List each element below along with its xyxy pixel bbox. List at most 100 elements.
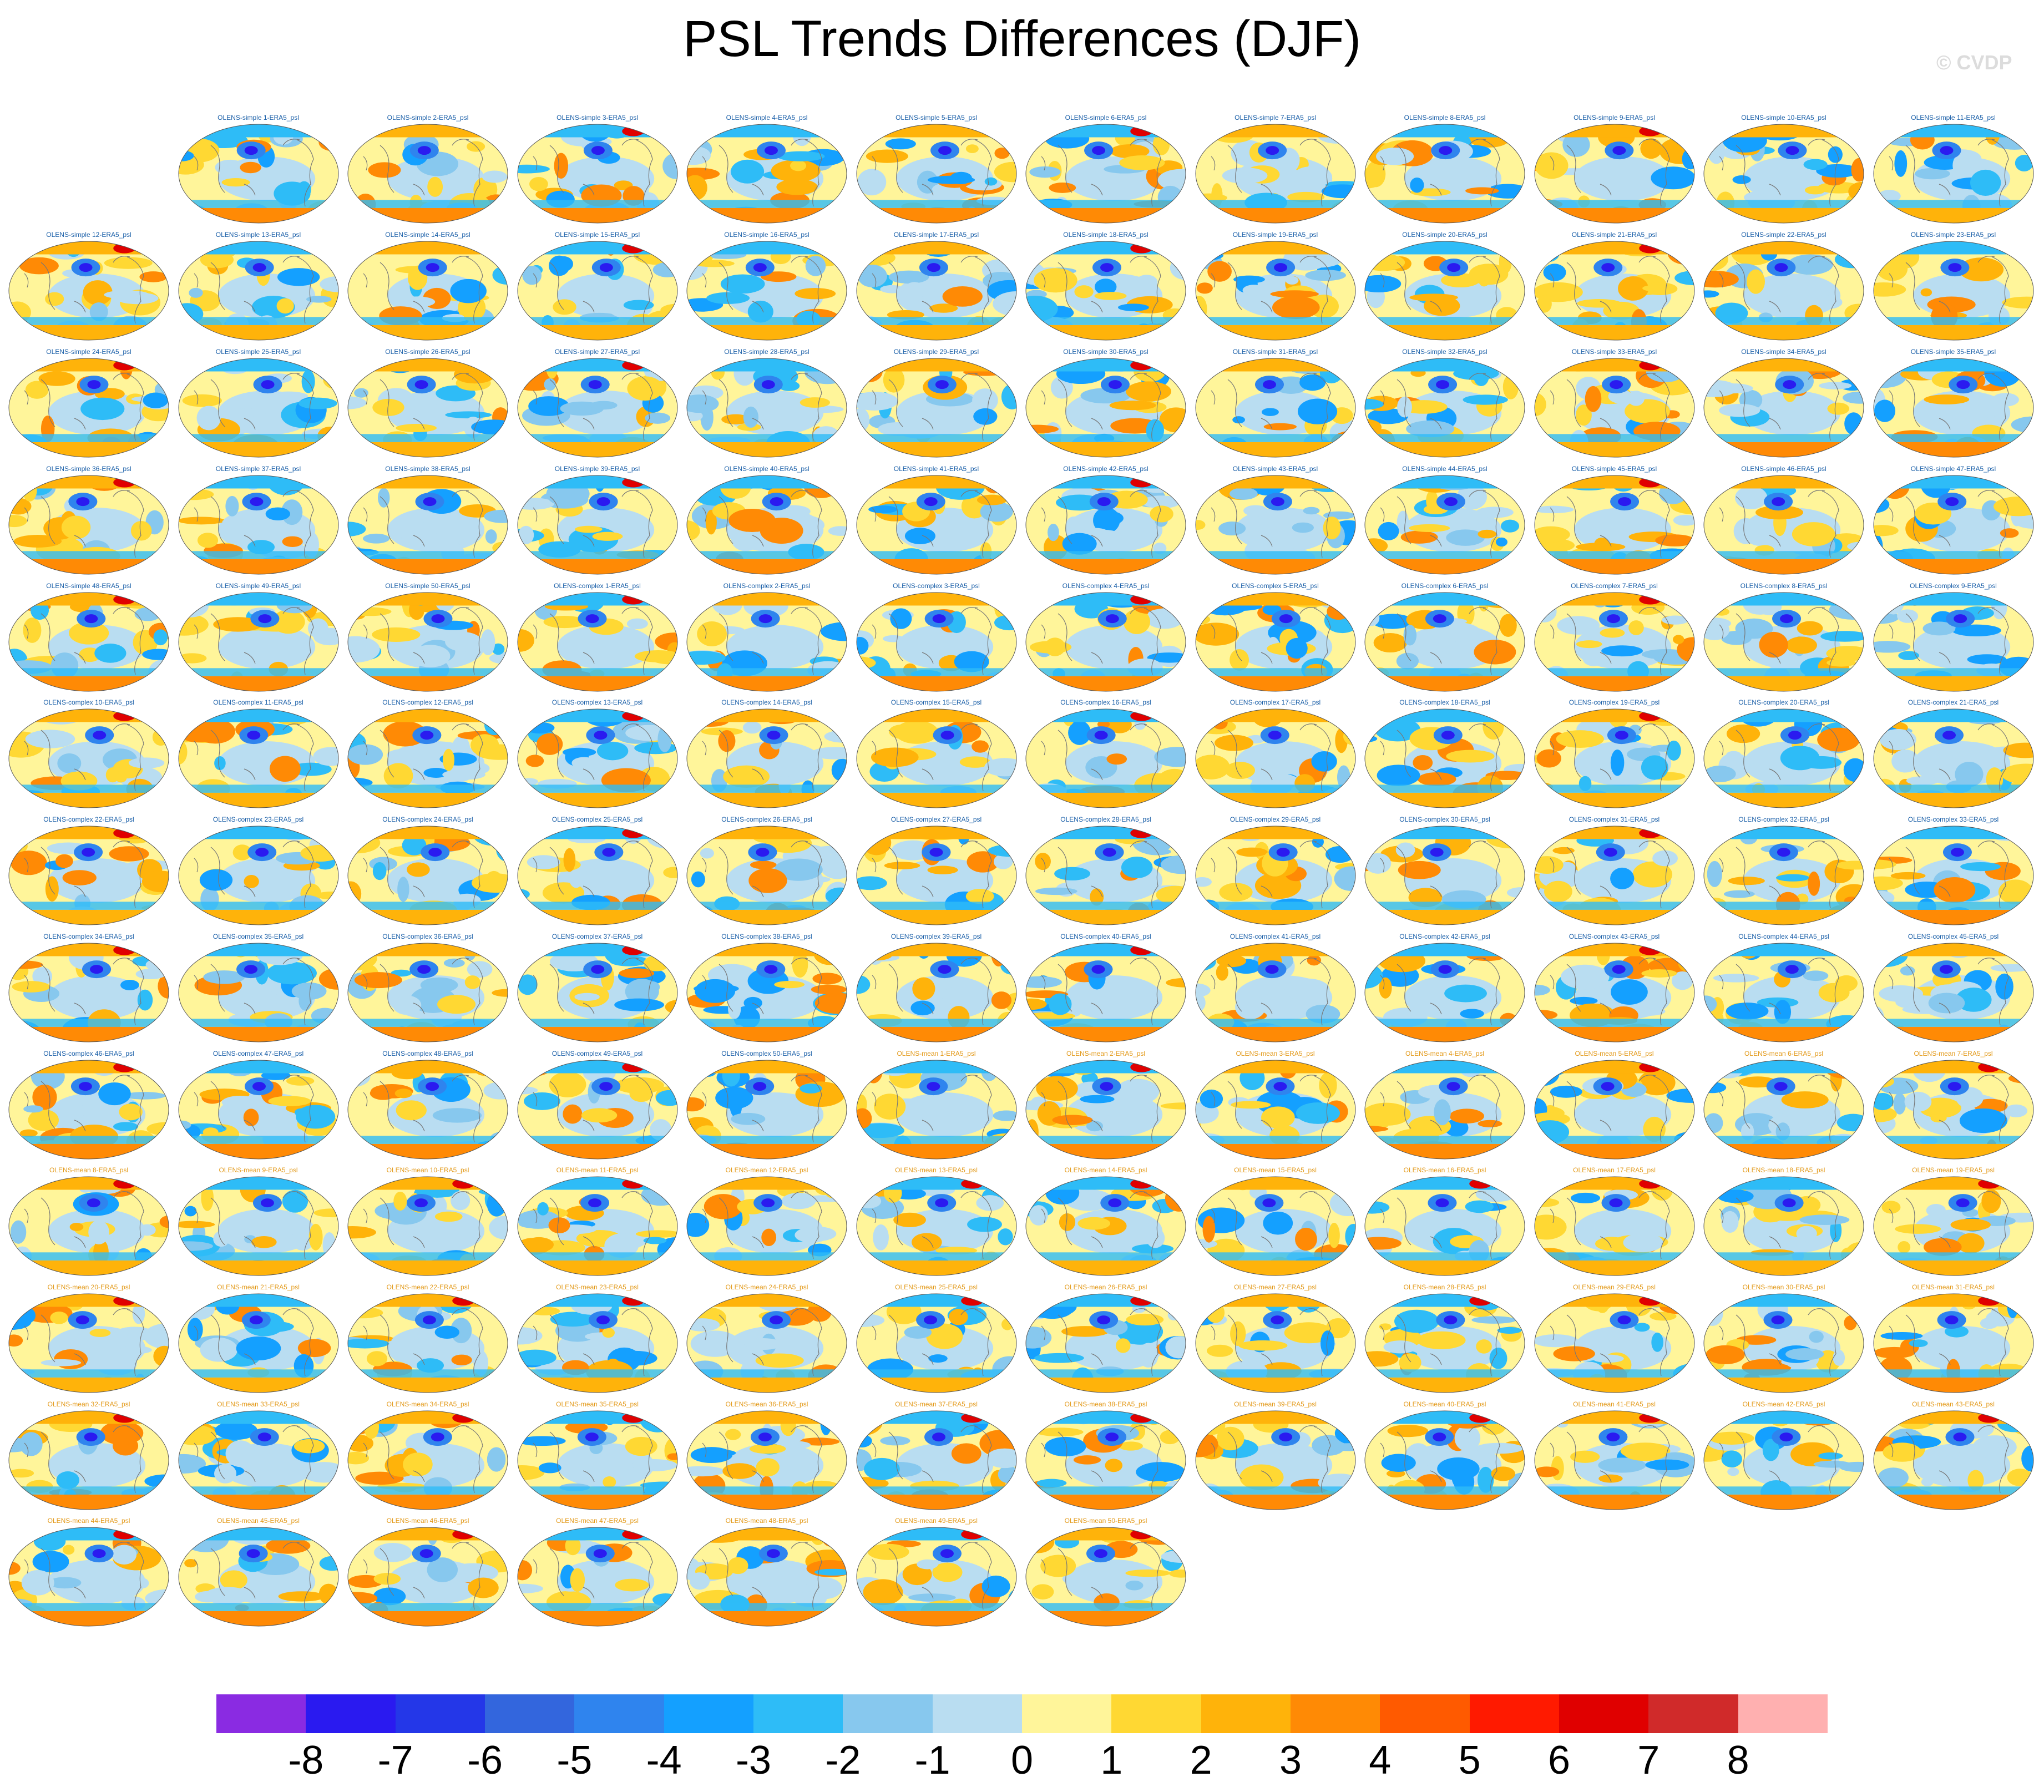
- globe-map: [1703, 124, 1864, 224]
- map-panel: OLENS-mean 16-ERA5_psl: [1362, 1166, 1528, 1280]
- globe-map: [686, 358, 847, 458]
- map-panel: OLENS-simple 33-ERA5_psl: [1531, 348, 1698, 462]
- map-panel: OLENS-complex 44-ERA5_psl: [1701, 933, 1867, 1046]
- globe-map: [8, 475, 169, 575]
- globe-map: [8, 826, 169, 925]
- colorbar-tick-label: 4: [1369, 1738, 1392, 1783]
- map-panel: OLENS-simple 19-ERA5_psl: [1192, 231, 1359, 345]
- map-panel: OLENS-complex 3-ERA5_psl: [853, 582, 1020, 696]
- panel-label: OLENS-mean 18-ERA5_psl: [1742, 1166, 1825, 1174]
- panel-label: OLENS-complex 48-ERA5_psl: [382, 1050, 473, 1057]
- globe-map: [1364, 1176, 1525, 1276]
- panel-label: OLENS-simple 2-ERA5_psl: [387, 114, 469, 122]
- globe-map: [517, 1060, 677, 1160]
- map-panel: OLENS-simple 16-ERA5_psl: [684, 231, 850, 345]
- panel-label: OLENS-simple 41-ERA5_psl: [893, 465, 979, 473]
- colorbar-segment: [1111, 1694, 1202, 1733]
- map-panel: OLENS-complex 50-ERA5_psl: [684, 1050, 850, 1163]
- panel-label: OLENS-simple 19-ERA5_psl: [1232, 231, 1318, 239]
- globe-map: [347, 826, 508, 925]
- map-panel: OLENS-simple 41-ERA5_psl: [853, 465, 1020, 579]
- globe-map: [8, 358, 169, 458]
- map-panel: OLENS-mean 23-ERA5_psl: [514, 1283, 681, 1397]
- map-panel: OLENS-simple 50-ERA5_psl: [345, 582, 511, 696]
- panel-label: OLENS-complex 3-ERA5_psl: [893, 582, 980, 590]
- colorbar-tick-label: -6: [467, 1738, 503, 1783]
- map-panel: OLENS-mean 4-ERA5_psl: [1362, 1050, 1528, 1163]
- colorbar-tick-label: 2: [1190, 1738, 1212, 1783]
- map-panel: OLENS-mean 36-ERA5_psl: [684, 1400, 850, 1514]
- panel-label: OLENS-complex 49-ERA5_psl: [552, 1050, 643, 1057]
- panel-label: OLENS-mean 19-ERA5_psl: [1912, 1166, 1995, 1174]
- panel-label: OLENS-simple 28-ERA5_psl: [724, 348, 809, 356]
- colorbar-segment: [664, 1694, 754, 1733]
- globe-map: [1195, 241, 1355, 341]
- globe-map: [178, 592, 338, 692]
- map-panel: OLENS-simple 25-ERA5_psl: [175, 348, 342, 462]
- panel-label: OLENS-mean 27-ERA5_psl: [1234, 1283, 1317, 1291]
- globe-map: [1195, 943, 1355, 1042]
- map-panel: OLENS-mean 46-ERA5_psl: [345, 1517, 511, 1631]
- map-panel: OLENS-simple 32-ERA5_psl: [1362, 348, 1528, 462]
- panel-label: OLENS-simple 4-ERA5_psl: [726, 114, 808, 122]
- globe-map: [1025, 1527, 1186, 1627]
- map-panel: OLENS-mean 3-ERA5_psl: [1192, 1050, 1359, 1163]
- panel-label: OLENS-mean 25-ERA5_psl: [895, 1283, 978, 1291]
- globe-map: [1025, 708, 1186, 808]
- map-panel: OLENS-simple 14-ERA5_psl: [345, 231, 511, 345]
- globe-map: [1195, 1410, 1355, 1510]
- panel-label: OLENS-complex 7-ERA5_psl: [1571, 582, 1658, 590]
- panel-label: OLENS-complex 6-ERA5_psl: [1401, 582, 1489, 590]
- panel-label: OLENS-simple 37-ERA5_psl: [215, 465, 301, 473]
- globe-map: [8, 1527, 169, 1627]
- panel-label: OLENS-simple 47-ERA5_psl: [1910, 465, 1996, 473]
- globe-map: [1195, 708, 1355, 808]
- globe-map: [856, 1060, 1016, 1160]
- globe-map: [1195, 475, 1355, 575]
- map-panel: OLENS-mean 9-ERA5_psl: [175, 1166, 342, 1280]
- globe-map: [1195, 1293, 1355, 1393]
- colorbar-segment: [1469, 1694, 1560, 1733]
- map-panel: OLENS-complex 34-ERA5_psl: [6, 933, 172, 1046]
- colorbar-tick-label: -8: [288, 1738, 324, 1783]
- map-panel: OLENS-simple 10-ERA5_psl: [1701, 114, 1867, 227]
- globe-map: [1364, 358, 1525, 458]
- globe-map: [1703, 1410, 1864, 1510]
- panel-label: OLENS-mean 46-ERA5_psl: [386, 1517, 469, 1525]
- map-panel: OLENS-complex 24-ERA5_psl: [345, 816, 511, 929]
- panel-label: OLENS-mean 4-ERA5_psl: [1405, 1050, 1485, 1057]
- globe-map: [686, 592, 847, 692]
- globe-map: [1025, 943, 1186, 1042]
- map-panel: OLENS-mean 45-ERA5_psl: [175, 1517, 342, 1631]
- map-panel: OLENS-simple 30-ERA5_psl: [1023, 348, 1189, 462]
- map-panel: OLENS-simple 18-ERA5_psl: [1023, 231, 1189, 345]
- map-panel: OLENS-mean 41-ERA5_psl: [1531, 1400, 1698, 1514]
- globe-map: [1873, 592, 2033, 692]
- map-panel: OLENS-mean 32-ERA5_psl: [6, 1400, 172, 1514]
- panel-label: OLENS-complex 2-ERA5_psl: [723, 582, 811, 590]
- colorbar-segment: [1291, 1694, 1380, 1733]
- map-panel: OLENS-simple 11-ERA5_psl: [1870, 114, 2037, 227]
- map-panel: OLENS-mean 31-ERA5_psl: [1870, 1283, 2037, 1397]
- globe-map: [1873, 1060, 2033, 1160]
- panel-label: OLENS-mean 23-ERA5_psl: [556, 1283, 639, 1291]
- globe-map: [686, 241, 847, 341]
- globe-map: [856, 943, 1016, 1042]
- panel-label: OLENS-simple 17-ERA5_psl: [893, 231, 979, 239]
- panel-label: OLENS-mean 7-ERA5_psl: [1914, 1050, 1993, 1057]
- panel-label: OLENS-mean 32-ERA5_psl: [47, 1400, 130, 1408]
- globe-map: [347, 241, 508, 341]
- panel-label: OLENS-mean 15-ERA5_psl: [1234, 1166, 1317, 1174]
- globe-map: [347, 1410, 508, 1510]
- panel-label: OLENS-simple 5-ERA5_psl: [895, 114, 977, 122]
- globe-map: [1364, 943, 1525, 1042]
- map-panel: OLENS-mean 14-ERA5_psl: [1023, 1166, 1189, 1280]
- globe-map: [178, 1293, 338, 1393]
- map-panel: OLENS-complex 10-ERA5_psl: [6, 698, 172, 812]
- panel-label: OLENS-simple 3-ERA5_psl: [556, 114, 638, 122]
- map-panel: OLENS-complex 40-ERA5_psl: [1023, 933, 1189, 1046]
- panel-label: OLENS-complex 37-ERA5_psl: [552, 933, 643, 940]
- panel-label: OLENS-mean 10-ERA5_psl: [386, 1166, 469, 1174]
- map-panel: OLENS-mean 17-ERA5_psl: [1531, 1166, 1698, 1280]
- map-panel: OLENS-mean 48-ERA5_psl: [684, 1517, 850, 1631]
